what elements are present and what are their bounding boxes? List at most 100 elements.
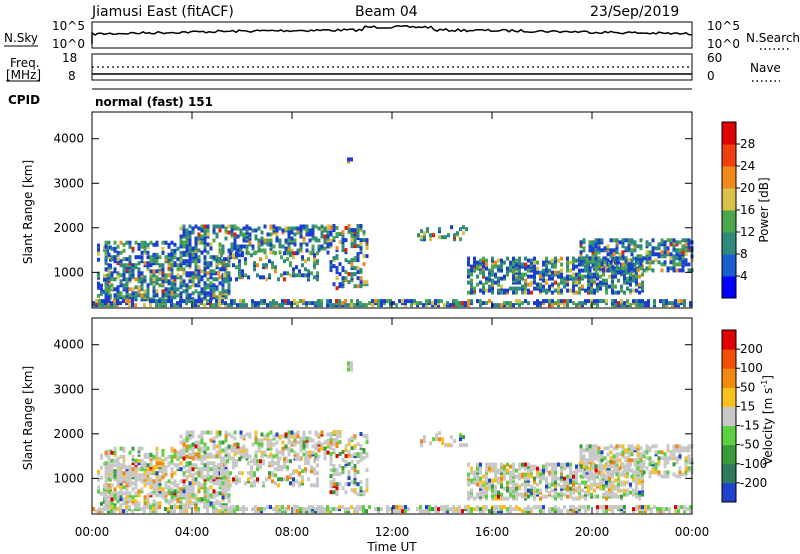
velocity-cell [304, 457, 307, 462]
power-cell [152, 285, 156, 290]
velocity-cell [149, 485, 153, 490]
velocity-cell [158, 469, 162, 474]
velocity-cell [305, 436, 309, 441]
velocity-cell [657, 450, 661, 455]
velocity-cell [97, 489, 100, 494]
velocity-cell [551, 462, 554, 467]
power-cell [657, 242, 661, 247]
velocity-data-cells [92, 361, 694, 514]
velocity-cell [482, 505, 485, 510]
velocity-cell [557, 482, 560, 487]
velocity-cell [239, 446, 243, 451]
power-cell [305, 242, 309, 247]
velocity-cell [293, 505, 296, 510]
power-cell [338, 303, 341, 308]
velocity-cell [470, 488, 473, 493]
power-cell [287, 299, 290, 304]
velocity-cell [182, 452, 186, 457]
power-cell [362, 254, 366, 259]
time-tick-label: 08:00 [275, 525, 310, 539]
power-cell [602, 278, 605, 283]
velocity-cell [215, 444, 219, 449]
power-cell [164, 299, 167, 304]
velocity-colorbar-swatch [722, 425, 736, 446]
velocity-cell [146, 452, 150, 457]
velocity-cell [575, 486, 578, 491]
power-cell [591, 262, 595, 267]
velocity-cell [197, 497, 201, 502]
power-ylabel: Slant Range [km] [21, 160, 35, 264]
velocity-cell [275, 505, 278, 510]
power-ytick-label: 3000 [53, 176, 84, 190]
power-cell [113, 277, 117, 282]
power-cell [629, 303, 632, 308]
power-cell [227, 283, 231, 288]
power-cell [365, 238, 369, 243]
power-cell [185, 252, 189, 257]
velocity-cell [125, 479, 129, 484]
velocity-cell [191, 434, 195, 439]
power-cell [116, 275, 120, 280]
velocity-cell [467, 509, 470, 514]
velocity-cell [497, 505, 500, 510]
power-cell [353, 228, 357, 233]
power-cell [179, 234, 183, 239]
power-cell [230, 224, 234, 229]
velocity-cell [131, 509, 134, 514]
power-cell [97, 243, 100, 248]
power-cell [287, 226, 291, 231]
velocity-cell [158, 505, 161, 510]
power-cell [149, 259, 153, 264]
power-cell [107, 291, 111, 296]
power-cell [566, 268, 569, 273]
velocity-cell [600, 458, 604, 463]
velocity-cell [594, 448, 598, 453]
power-cell [476, 260, 479, 265]
velocity-cell [356, 482, 360, 487]
velocity-cell [296, 505, 299, 510]
velocity-cell [338, 472, 342, 477]
velocity-cell [224, 463, 228, 468]
power-cell [241, 273, 244, 278]
power-cell [674, 299, 677, 304]
power-cell [410, 303, 413, 308]
power-cell [470, 272, 473, 277]
power-cell [197, 236, 201, 241]
power-cell [308, 238, 312, 243]
velocity-cell [462, 443, 465, 448]
velocity-cell [518, 466, 521, 471]
power-cell [341, 248, 345, 253]
velocity-cell [191, 467, 195, 472]
power-cell [420, 235, 423, 240]
power-cell [420, 229, 423, 234]
velocity-cell [591, 458, 595, 463]
velocity-cell [182, 505, 185, 510]
power-cell [353, 303, 356, 308]
velocity-cell [636, 452, 640, 457]
velocity-cell [329, 446, 333, 451]
power-cell [185, 271, 189, 276]
power-cell [143, 303, 146, 308]
power-cell [329, 226, 333, 230]
power-cell [672, 238, 676, 243]
power-cell [107, 240, 111, 245]
power-cell [113, 303, 116, 308]
power-cell [179, 263, 183, 268]
power-cell [167, 242, 171, 247]
velocity-colorbar-swatch [722, 387, 736, 407]
velocity-cell [572, 470, 575, 475]
power-cell [651, 260, 655, 265]
velocity-cell [227, 493, 231, 498]
velocity-cell [134, 485, 138, 490]
power-cell [263, 224, 267, 229]
power-cell [467, 268, 470, 273]
power-cell [551, 290, 554, 295]
power-cell [557, 258, 560, 263]
power-cell [588, 256, 592, 261]
velocity-cell [155, 505, 158, 510]
velocity-colorbar-label-close: ] [761, 375, 775, 380]
velocity-cell [473, 470, 476, 475]
velocity-cell [623, 488, 626, 493]
power-cell [170, 267, 174, 272]
power-cell [645, 266, 649, 271]
